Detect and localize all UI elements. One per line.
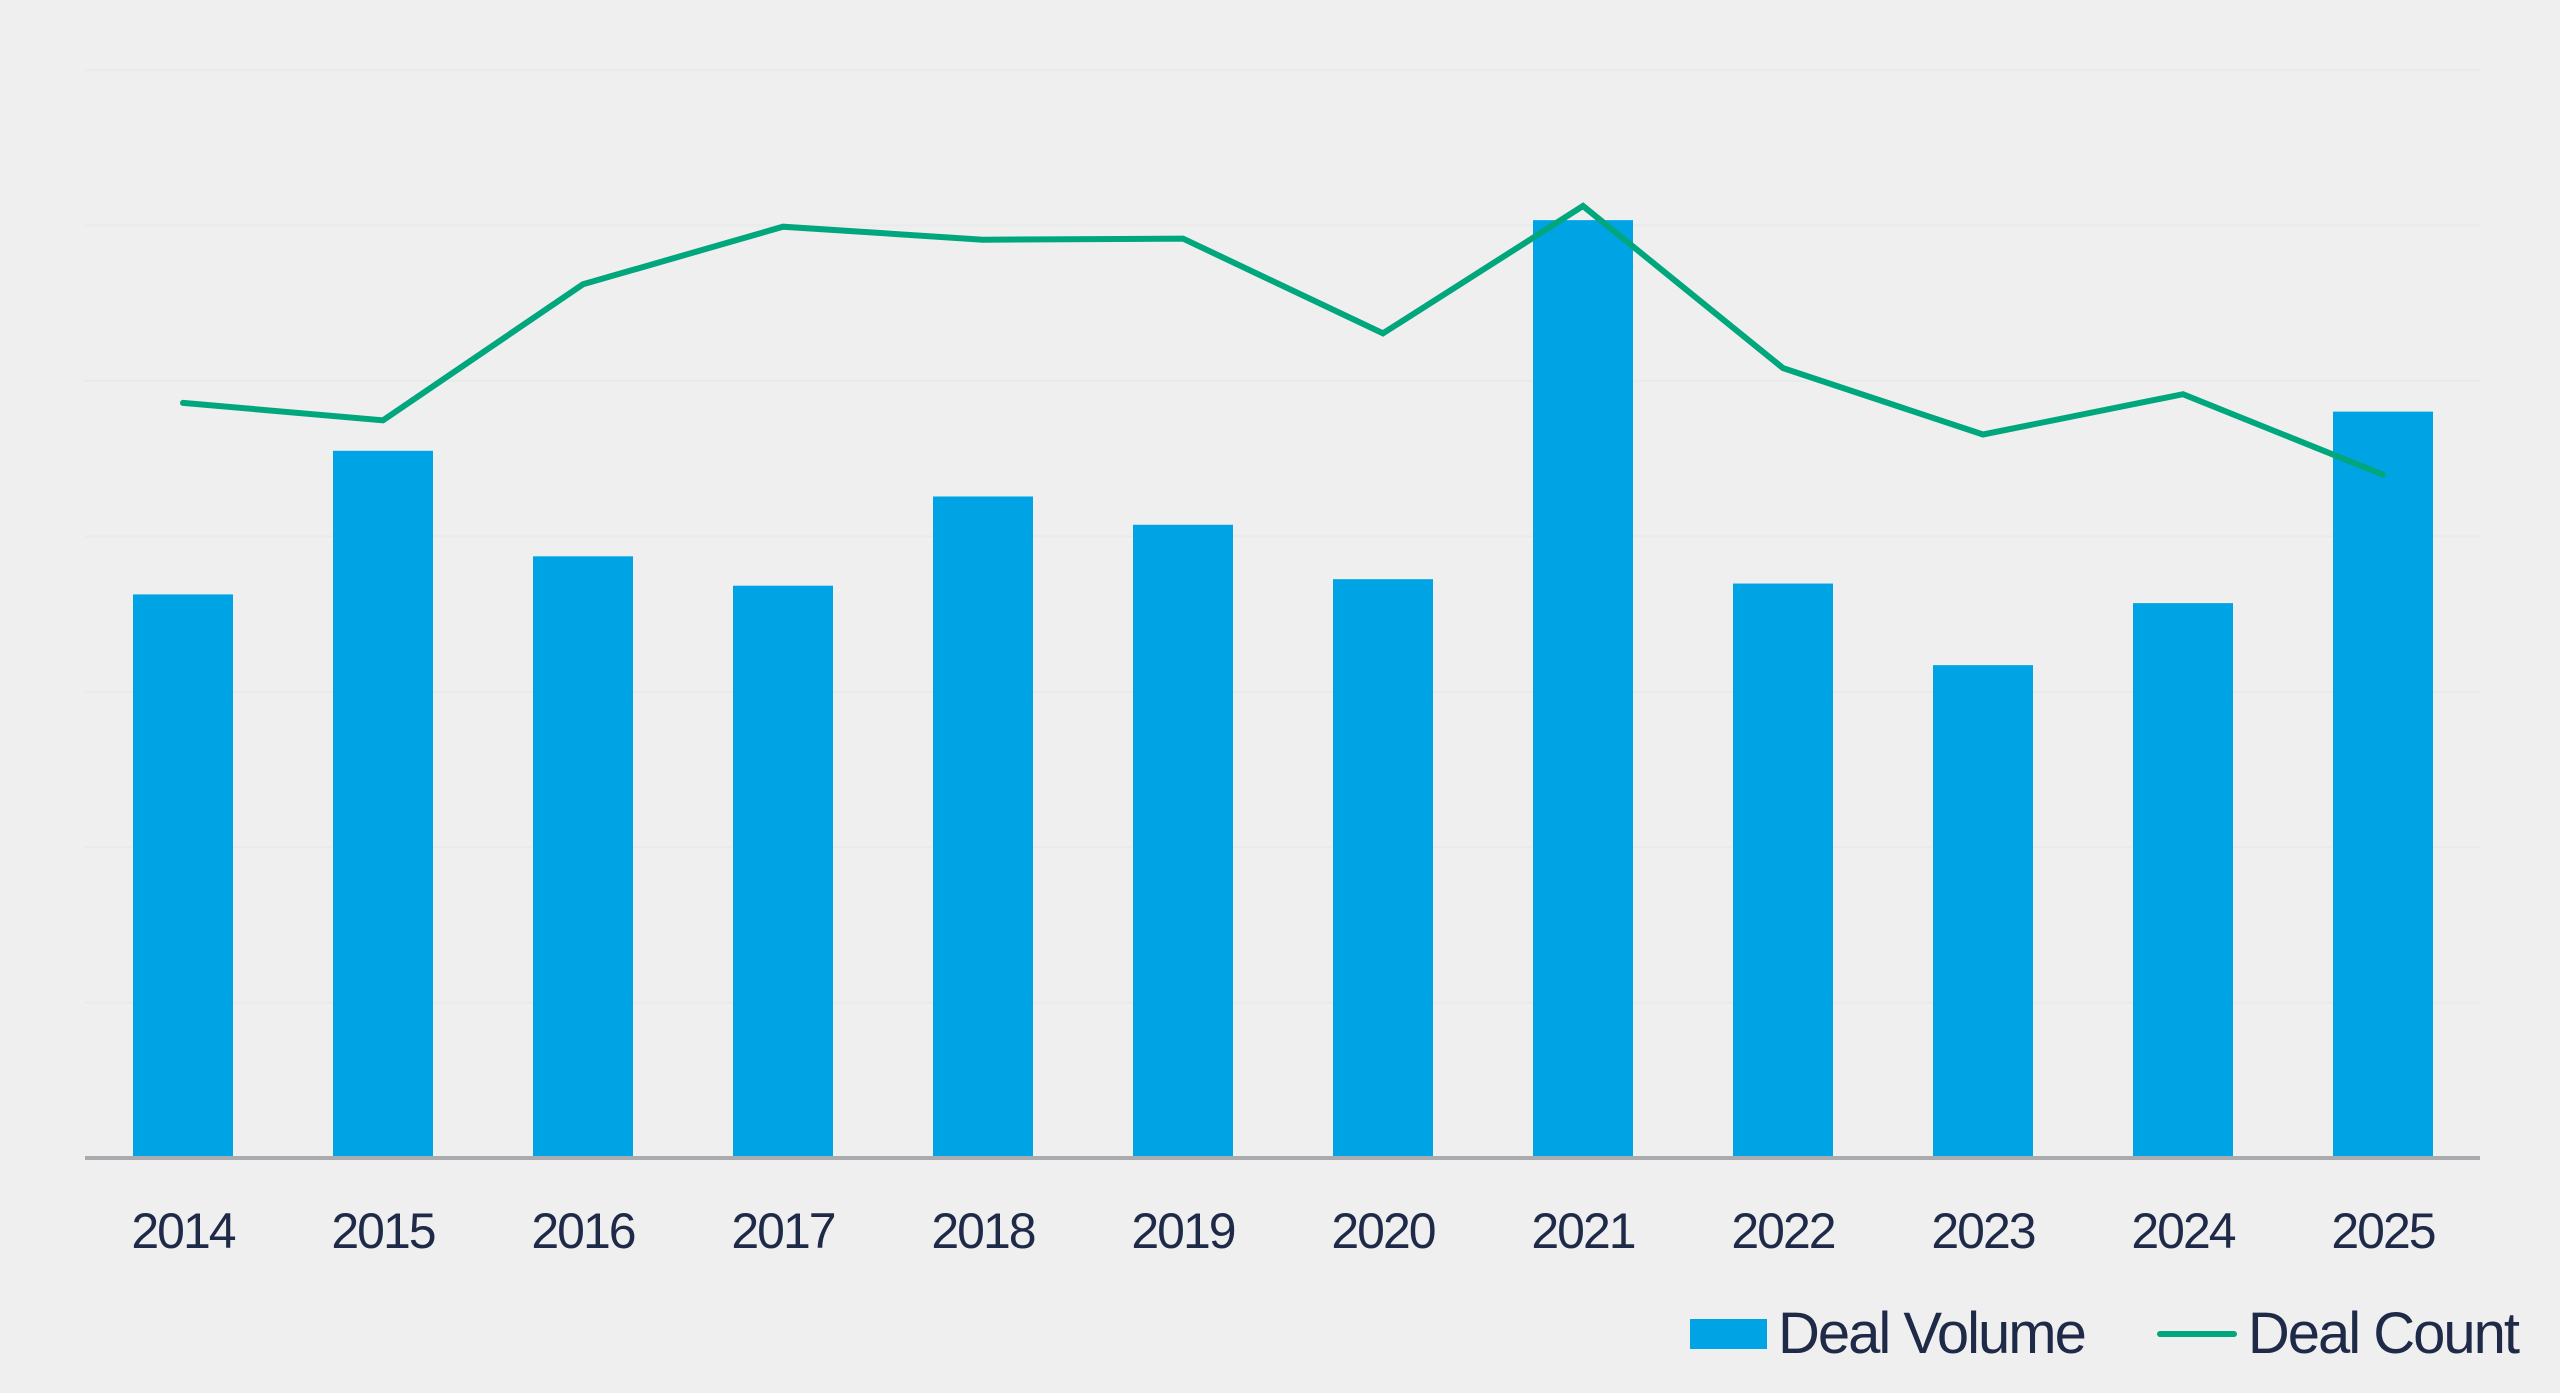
deal-volume-swatch-icon	[1690, 1319, 1767, 1349]
bar-2014	[133, 594, 233, 1158]
x-tick-2018: 2018	[931, 1203, 1036, 1259]
bar-2020	[1333, 579, 1433, 1158]
legend-label-deal-count: Deal Count	[2247, 1301, 2520, 1366]
x-tick-2025: 2025	[2331, 1203, 2436, 1259]
bar-2024	[2133, 603, 2233, 1158]
chart-legend: Deal Volume Deal Count	[1690, 1301, 2520, 1366]
bar-2022	[1733, 583, 1833, 1158]
x-tick-2017: 2017	[731, 1203, 836, 1259]
x-tick-2022: 2022	[1731, 1203, 1836, 1259]
x-axis-labels: 2014 2015 2016 2017 2018 2019 2020 2021 2022 2023…	[0, 1200, 2560, 1270]
x-tick-2016: 2016	[531, 1203, 636, 1259]
x-tick-2015: 2015	[331, 1203, 436, 1259]
legend-label-deal-volume: Deal Volume	[1778, 1301, 2087, 1366]
bar-2021	[1533, 220, 1633, 1159]
bar-2015	[333, 450, 433, 1158]
legend-item-deal-volume: Deal Volume	[1690, 1301, 2087, 1366]
legend-item-deal-count: Deal Count	[2156, 1301, 2520, 1366]
x-tick-2019: 2019	[1131, 1203, 1236, 1259]
bar-2018	[933, 496, 1033, 1159]
bar-2023	[1933, 665, 2033, 1158]
x-tick-2023: 2023	[1931, 1203, 2036, 1259]
bar-2019	[1133, 524, 1233, 1158]
bar-2017	[733, 585, 833, 1158]
bar-2025	[2333, 411, 2433, 1159]
x-tick-2024: 2024	[2131, 1203, 2236, 1259]
bar-2016	[533, 556, 633, 1158]
deal-count-line-swatch-icon	[2156, 1331, 2237, 1337]
x-axis-line	[85, 1156, 2480, 1160]
x-tick-2020: 2020	[1331, 1203, 1436, 1259]
deal-count-line	[180, 202, 2386, 478]
x-tick-2021: 2021	[1531, 1203, 1636, 1259]
x-tick-2014: 2014	[131, 1203, 236, 1259]
